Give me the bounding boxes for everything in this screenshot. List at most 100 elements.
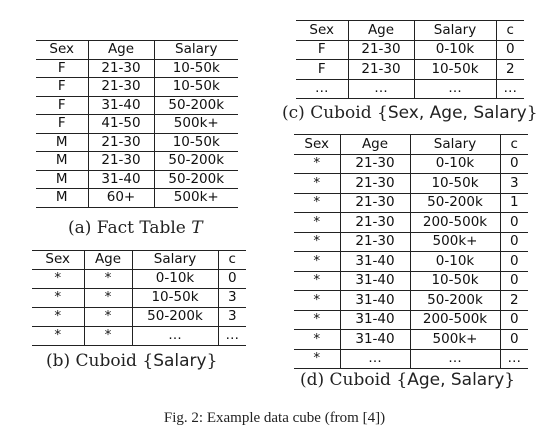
table-cell: 10-50k: [409, 173, 500, 193]
table-cell: …: [131, 326, 218, 346]
table-row: *………: [294, 349, 528, 369]
column-header: Salary: [409, 134, 500, 154]
table-cell: 0: [495, 40, 524, 60]
header-row: Sex Age Salary c: [294, 134, 528, 154]
table-row: …………: [296, 79, 524, 99]
table-cell: *: [313, 272, 321, 288]
table-row: F 21-30 0-10k 0: [296, 40, 524, 60]
table-row: M 60+ 500k+: [36, 188, 238, 207]
table-cell: M: [55, 170, 68, 187]
table-cell: 2: [495, 59, 524, 79]
table-cell: 0: [499, 310, 528, 330]
table-cell: M: [55, 152, 68, 168]
table-cell: *: [313, 291, 321, 308]
table-cell: *: [54, 270, 62, 287]
table-row: M 31-40 50-200k: [36, 170, 238, 189]
table-cell: …: [347, 79, 414, 99]
table-row: * 31-40 500k+ 0: [294, 329, 528, 349]
table-cell: F: [57, 59, 66, 76]
column-header: Age: [347, 20, 414, 40]
table-cell: …: [495, 79, 524, 99]
table-cell: 10-50k: [153, 59, 238, 78]
table-cell: 50-200k: [131, 307, 218, 327]
table-cell: 50-200k: [153, 151, 238, 170]
table-row: * 21-30 10-50k 3: [294, 173, 528, 193]
table-cell: M: [55, 189, 68, 205]
table-cell: F: [317, 60, 326, 77]
table-cell: *: [313, 350, 321, 366]
table-cell: 31-40: [339, 290, 410, 310]
column-header: Salary: [153, 40, 238, 59]
header-row: Sex Age Salary: [36, 40, 238, 59]
table-cell: 500k+: [409, 329, 500, 349]
table-cell: 50-200k: [153, 170, 238, 189]
table-cell: …: [339, 349, 410, 369]
table-cell: 0: [499, 329, 528, 349]
table-cell: 41-50: [87, 114, 154, 133]
figure-caption: Fig. 2: Example data cube (from [4]): [163, 410, 386, 426]
table-cell: *: [83, 288, 132, 308]
table-cell: …: [315, 80, 329, 96]
table-row: * 21-30 500k+ 0: [294, 232, 528, 252]
table-row: * * 0-10k 0: [32, 269, 246, 289]
table-cell: *: [313, 155, 321, 171]
table-cell: M: [55, 133, 68, 150]
table-cell: 0-10k: [131, 269, 218, 289]
table-cell: 0-10k: [409, 251, 500, 271]
table-cell: 21-30: [339, 154, 410, 174]
table-row: * 21-30 50-200k 1: [294, 193, 528, 213]
table-cell: 1: [499, 193, 528, 213]
column-header: Salary: [413, 20, 496, 40]
cuboid-sex-age-salary-caption: (c) Cuboid {Sex, Age, Salary}: [282, 103, 538, 123]
table-row: * * 10-50k 3: [32, 288, 246, 308]
table-cell: 21-30: [339, 193, 410, 213]
table-cell: F: [57, 96, 66, 113]
table-cell: 0: [499, 232, 528, 252]
table-cell: …: [413, 79, 496, 99]
table-row: * 21-30 200-500k 0: [294, 212, 528, 232]
table-cell: 21-30: [87, 151, 154, 170]
table-cell: 21-30: [87, 133, 154, 152]
cuboid-salary-caption: (b) Cuboid {Salary}: [46, 351, 218, 371]
column-header: c: [499, 134, 528, 154]
table-cell: 50-200k: [153, 96, 238, 115]
table-cell: 31-40: [339, 329, 410, 349]
table-row: * *……: [32, 326, 246, 346]
table-cell: 500k+: [409, 232, 500, 252]
table-cell: 0: [499, 154, 528, 174]
table-cell: 10-50k: [413, 59, 496, 79]
header-row: Sex Age Salary c: [32, 250, 246, 270]
table-row: M 21-30 50-200k: [36, 151, 238, 170]
table-cell: *: [313, 213, 321, 230]
table-cell: 3: [217, 307, 246, 327]
table-row: * * 50-200k 3: [32, 307, 246, 327]
column-header: Sex: [309, 21, 335, 38]
table-cell: *: [54, 308, 62, 325]
table-cell: *: [83, 307, 132, 327]
fact-table: Sex Age Salary F 21-30 10-50k F 21-30 10-50k F 31-…: [36, 40, 238, 208]
table-cell: F: [57, 115, 66, 131]
table-cell: 31-40: [339, 251, 410, 271]
cuboid-salary-table: Sex Age Salary c * * 0-10k 0 * * 10-50k 3 * * 50-200k 3…: [32, 250, 246, 346]
table-cell: *: [83, 269, 132, 289]
column-header: c: [217, 250, 246, 270]
table-cell: …: [217, 326, 246, 346]
table-cell: 21-30: [339, 173, 410, 193]
table-cell: 50-200k: [409, 193, 500, 213]
column-header: Sex: [304, 135, 330, 152]
table-row: F 31-40 50-200k: [36, 96, 238, 115]
table-row: F 41-50 500k+: [36, 114, 238, 133]
table-cell: *: [54, 327, 62, 344]
table-cell: 10-50k: [153, 133, 238, 152]
table-row: F 21-30 10-50k 2: [296, 59, 524, 79]
table-cell: *: [313, 252, 321, 269]
table-cell: 0: [499, 251, 528, 271]
column-header: Salary: [131, 250, 218, 270]
table-cell: 200-500k: [409, 212, 500, 232]
table-cell: *: [83, 326, 132, 346]
table-cell: 60+: [87, 188, 154, 207]
column-header: Sex: [49, 41, 75, 57]
table-cell: 21-30: [87, 77, 154, 96]
table-cell: F: [317, 41, 326, 57]
table-cell: 31-40: [339, 310, 410, 330]
